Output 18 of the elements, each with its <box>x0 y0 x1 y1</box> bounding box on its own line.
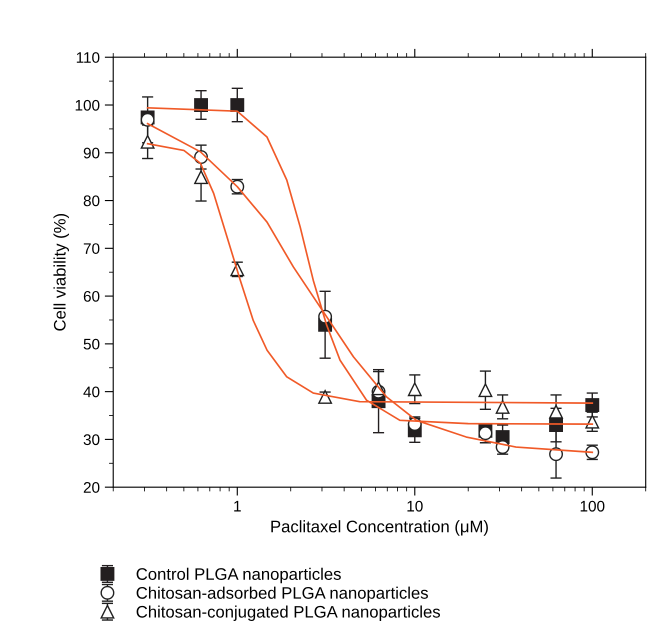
y-tick-label: 20 <box>84 482 100 493</box>
legend-label: Chitosan-adsorbed PLGA nanoparticles <box>136 586 428 602</box>
y-tick-label: 50 <box>84 338 100 350</box>
y-tick-label: 110 <box>76 52 100 63</box>
x-tick-label: 100 <box>580 500 604 512</box>
y-tick-label: 100 <box>76 100 100 111</box>
legend-label: Chitosan-conjugated PLGA nanoparticles <box>136 605 440 621</box>
legend-label: Control PLGA nanoparticles <box>136 568 341 584</box>
y-axis-title: Cell viability (%) <box>53 214 69 331</box>
y-tick-label: 60 <box>84 290 100 302</box>
y-tick-label: 40 <box>83 386 100 398</box>
y-tick-label: 70 <box>84 243 100 254</box>
y-tick-label: 90 <box>84 148 100 158</box>
x-axis-title: Paclitaxel Concentration (μM) <box>271 520 488 536</box>
x-tick-label: 10 <box>407 500 423 512</box>
x-tick-label: 1 <box>234 500 241 512</box>
y-tick-label: 30 <box>84 434 100 446</box>
y-tick-label: 80 <box>84 195 100 206</box>
